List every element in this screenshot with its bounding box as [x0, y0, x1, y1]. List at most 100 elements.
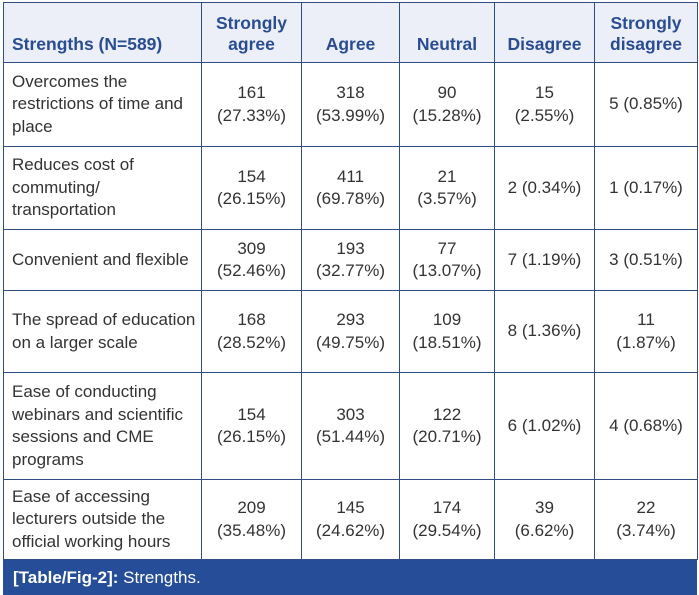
cell-strongly-agree: 161 (27.33%): [201, 62, 302, 147]
cell-percent: (69.78%): [316, 189, 385, 208]
cell-strongly-agree: 154 (26.15%): [201, 372, 302, 480]
cell-value: 6 (1.02%): [507, 415, 582, 435]
cell-strongly-agree: 209 (35.48%): [201, 479, 302, 560]
cell-percent: (1.87%): [616, 332, 676, 352]
cell-percent: (26.15%): [217, 427, 286, 446]
cell-strongly-disagree: 11 (1.87%): [594, 290, 698, 373]
cell-value: 1 (0.17%): [609, 177, 683, 197]
cell-percent: (26.15%): [217, 189, 286, 208]
cell-value: 3 (0.51%): [609, 249, 683, 269]
strengths-table: Strengths (N=589) Strongly agree Agree N…: [3, 2, 698, 560]
table-row: The spread of education on a larger scal…: [3, 290, 698, 373]
cell-percent: (35.48%): [217, 520, 286, 540]
header-strongly-agree: Strongly agree: [201, 2, 302, 63]
cell-value: 2 (0.34%): [507, 177, 582, 197]
cell-neutral: 122 (20.71%): [399, 372, 495, 480]
row-label: Ease of conducting webinars and scientif…: [3, 372, 202, 480]
cell-strongly-disagree: 22 (3.74%): [594, 479, 698, 560]
cell-strongly-disagree: 5 (0.85%): [594, 62, 698, 147]
cell-percent: (27.33%): [217, 105, 286, 125]
cell-agree: 303 (51.44%): [301, 372, 400, 480]
table-row: Ease of accessing lecturers outside the …: [3, 479, 698, 560]
header-agree: Agree: [301, 2, 400, 63]
cell-count: 309: [237, 238, 266, 258]
cell-percent: (15.28%): [412, 105, 482, 125]
table-row: Ease of conducting webinars and scientif…: [3, 372, 698, 480]
cell-percent: (2.55%): [514, 105, 575, 125]
cell-count: 293: [336, 310, 365, 329]
cell-percent: (18.51%): [412, 332, 482, 352]
cell-value: 7 (1.19%): [507, 249, 582, 269]
cell-percent: (32.77%): [316, 261, 385, 280]
cell-count: 90: [437, 83, 457, 102]
cell-percent: (49.75%): [316, 332, 385, 352]
cell-strongly-agree: 309 (52.46%): [201, 229, 302, 291]
cell-strongly-agree: 154 (26.15%): [201, 146, 302, 230]
row-label: Ease of accessing lecturers outside the …: [3, 479, 202, 560]
cell-strongly-disagree: 1 (0.17%): [594, 146, 698, 230]
table-row: Overcomes the restrictions of time and p…: [3, 62, 698, 147]
row-label: Convenient and flexible: [3, 229, 202, 291]
cell-percent: (28.52%): [217, 332, 286, 352]
cell-value: 4 (0.68%): [609, 415, 683, 435]
cell-percent: (3.57%): [417, 189, 477, 208]
cell-agree: 145 (24.62%): [301, 479, 400, 560]
cell-count: 209: [237, 498, 266, 517]
cell-count: 22: [636, 498, 656, 517]
cell-count: 15: [535, 83, 554, 102]
table-body: Overcomes the restrictions of time and p…: [3, 62, 698, 560]
header-disagree: Disagree: [494, 2, 595, 63]
cell-agree: 411 (69.78%): [301, 146, 400, 230]
cell-count: 193: [336, 238, 365, 258]
cell-count: 154: [237, 166, 266, 186]
cell-neutral: 109 (18.51%): [399, 290, 495, 373]
cell-disagree: 6 (1.02%): [494, 372, 595, 480]
figure-caption: [Table/Fig-2]: Strengths.: [3, 560, 697, 595]
cell-percent: (29.54%): [412, 520, 482, 540]
cell-neutral: 21 (3.57%): [399, 146, 495, 230]
cell-count: 168: [237, 310, 266, 329]
cell-disagree: 7 (1.19%): [494, 229, 595, 291]
caption-text: Strengths.: [118, 568, 201, 587]
header-neutral: Neutral: [399, 2, 495, 63]
cell-count: 174: [432, 498, 462, 517]
cell-percent: (13.07%): [412, 261, 482, 280]
cell-count: 39: [535, 498, 554, 517]
cell-percent: (53.99%): [316, 105, 385, 125]
row-label: Reduces cost of commuting/ transportatio…: [3, 146, 202, 230]
row-label: The spread of education on a larger scal…: [3, 290, 202, 373]
cell-strongly-disagree: 3 (0.51%): [594, 229, 698, 291]
cell-count: 11: [637, 310, 655, 329]
caption-label: [Table/Fig-2]:: [13, 568, 119, 587]
cell-count: 122: [432, 404, 462, 424]
cell-count: 303: [336, 404, 365, 424]
strengths-table-figure: Strengths (N=589) Strongly agree Agree N…: [3, 2, 698, 595]
cell-percent: (24.62%): [316, 520, 385, 540]
table-row: Reduces cost of commuting/ transportatio…: [3, 146, 698, 230]
cell-percent: (51.44%): [316, 427, 385, 446]
cell-count: 154: [237, 404, 266, 424]
cell-count: 109: [432, 310, 462, 329]
cell-disagree: 39 (6.62%): [494, 479, 595, 560]
cell-disagree: 8 (1.36%): [494, 290, 595, 373]
cell-agree: 318 (53.99%): [301, 62, 400, 147]
cell-percent: (6.62%): [514, 520, 575, 540]
cell-neutral: 174 (29.54%): [399, 479, 495, 560]
header-row: Strengths (N=589) Strongly agree Agree N…: [3, 2, 698, 63]
cell-neutral: 90 (15.28%): [399, 62, 495, 147]
cell-percent: (52.46%): [217, 261, 286, 280]
cell-percent: (3.74%): [616, 520, 676, 540]
header-strengths: Strengths (N=589): [3, 2, 202, 63]
cell-count: 161: [237, 83, 266, 102]
cell-strongly-disagree: 4 (0.68%): [594, 372, 698, 480]
cell-disagree: 2 (0.34%): [494, 146, 595, 230]
cell-value: 8 (1.36%): [507, 321, 582, 341]
cell-count: 318: [336, 83, 365, 102]
cell-strongly-agree: 168 (28.52%): [201, 290, 302, 373]
cell-count: 411: [336, 166, 365, 186]
cell-agree: 293 (49.75%): [301, 290, 400, 373]
cell-percent: (20.71%): [412, 427, 482, 446]
table-row: Convenient and flexible 309 (52.46%) 193 (32…: [3, 229, 698, 291]
cell-value: 5 (0.85%): [609, 94, 683, 114]
header-strongly-disagree: Strongly disagree: [594, 2, 698, 63]
